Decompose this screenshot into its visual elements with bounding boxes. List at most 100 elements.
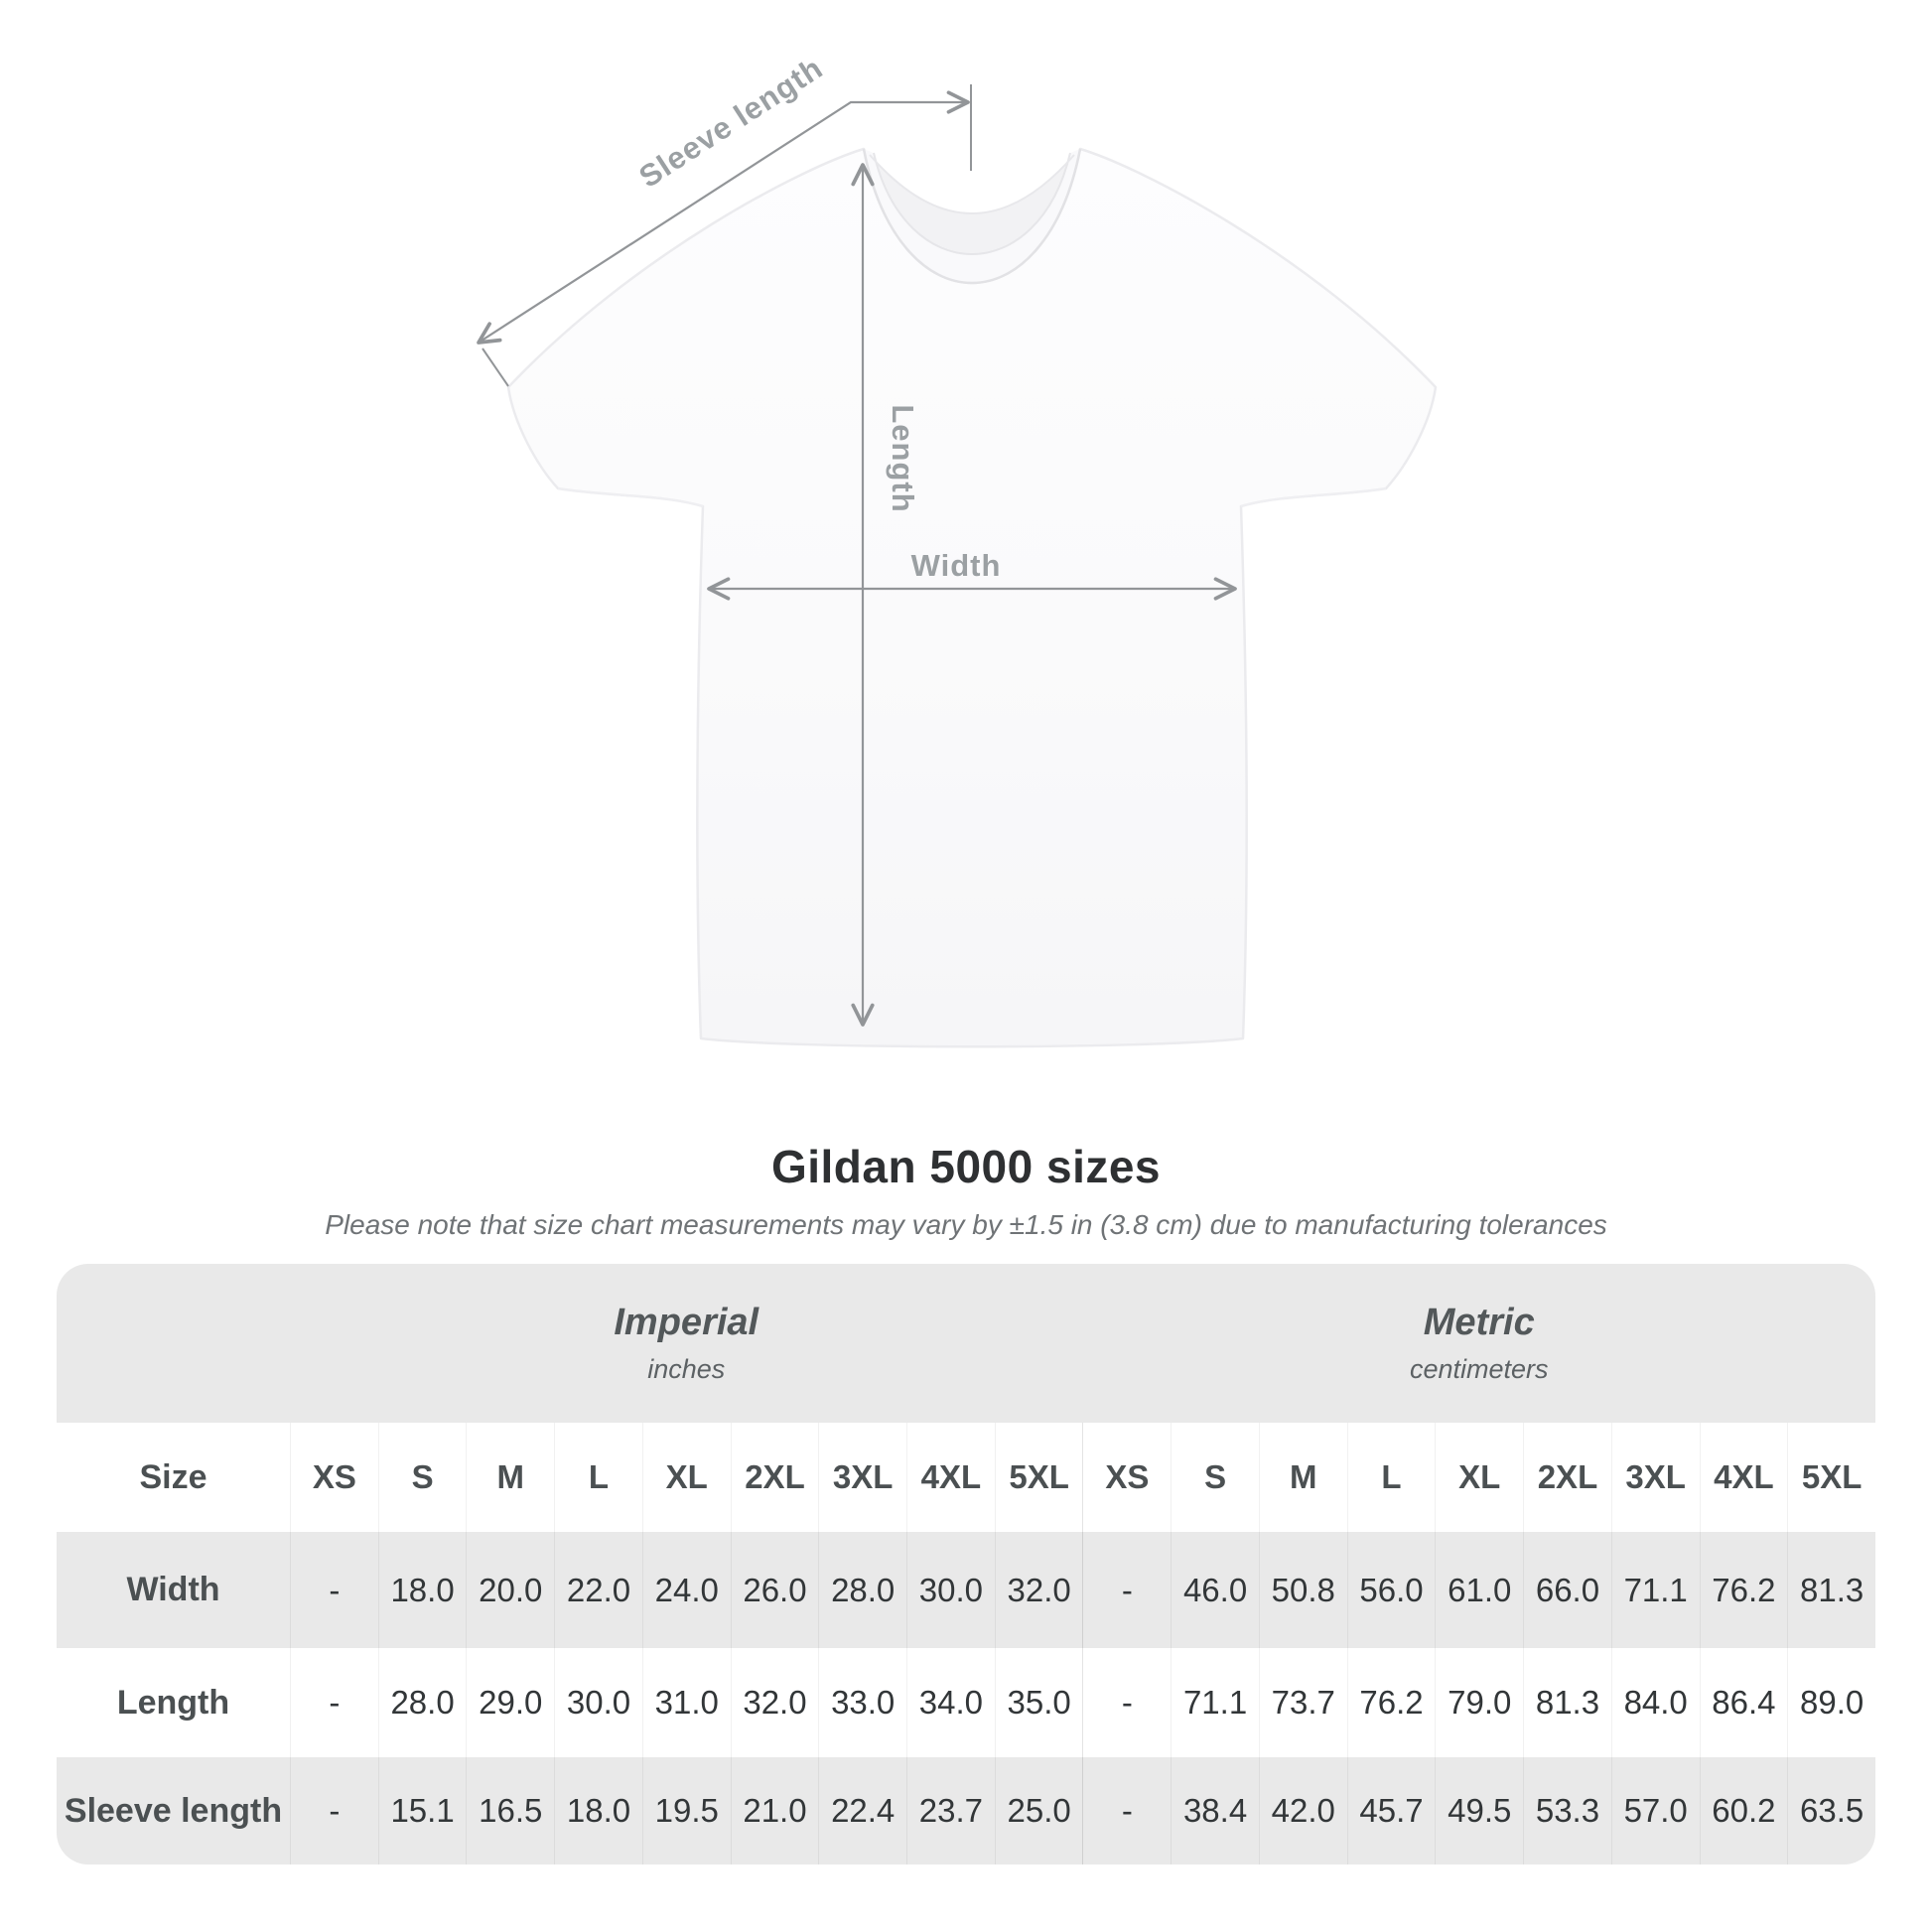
value-cell: 24.0	[641, 1532, 731, 1648]
value-cell: 45.7	[1346, 1757, 1436, 1864]
value-cell: 76.2	[1699, 1532, 1788, 1648]
value-cell: -	[290, 1757, 378, 1864]
value-cell: 79.0	[1435, 1648, 1523, 1757]
value-cell: 22.4	[818, 1757, 906, 1864]
value-cell: -	[290, 1532, 378, 1648]
page-title: Gildan 5000 sizes	[770, 1141, 1162, 1192]
value-cell: 19.5	[641, 1757, 731, 1864]
value-cell: 63.5	[1787, 1757, 1875, 1864]
imperial-label: Imperial	[614, 1302, 759, 1343]
value-cell: 81.3	[1787, 1532, 1875, 1648]
size-header-row: Size XS S M L XL 2XL 3XL 4XL 5XL XS S M L XL 2XL 3XL 4XL 5…	[57, 1423, 1875, 1532]
value-cell: 60.2	[1699, 1757, 1788, 1864]
value-cell: 57.0	[1610, 1757, 1700, 1864]
value-cell: 84.0	[1610, 1648, 1700, 1757]
value-cell: 42.0	[1258, 1757, 1347, 1864]
value-cell: 18.0	[377, 1532, 467, 1648]
metric-label: Metric	[1423, 1302, 1535, 1343]
row-label-cell: Length	[116, 1683, 230, 1722]
value-cell: 76.2	[1346, 1648, 1436, 1757]
imperial-unit-label: inches	[647, 1354, 726, 1384]
value-cell: -	[1082, 1648, 1171, 1757]
value-cell: 46.0	[1171, 1532, 1259, 1648]
size-col-header: 4XL	[1699, 1423, 1788, 1532]
value-cell: 20.0	[466, 1532, 554, 1648]
value-cell: 53.3	[1523, 1757, 1611, 1864]
size-header-label: Size	[139, 1457, 207, 1496]
value-cell: 49.5	[1435, 1757, 1523, 1864]
tolerance-note: Please note that size chart measurements…	[325, 1209, 1607, 1240]
value-cell: 28.0	[377, 1648, 467, 1757]
value-cell: 86.4	[1699, 1648, 1788, 1757]
table-row: Sleeve length -15.1 16.5 18.0 19.5 21.0 22.4 23…	[57, 1757, 1875, 1864]
value-cell: 30.0	[554, 1648, 642, 1757]
row-label-cell: Width	[126, 1571, 220, 1608]
value-cell: 35.0	[994, 1648, 1083, 1757]
value-cell: 89.0	[1787, 1648, 1875, 1757]
table-rows: Size XS S M L XL 2XL 3XL 4XL 5XL XS S M L XL 2XL 3XL 4XL 5…	[57, 1423, 1875, 1864]
size-col-header: 5XL	[1787, 1423, 1875, 1532]
tshirt-measurement-diagram: Sleeve length Length Width	[477, 51, 1438, 1048]
size-col-header: 3XL	[818, 1423, 906, 1532]
size-col-header: XL	[1435, 1423, 1523, 1532]
value-cell: 61.0	[1435, 1532, 1523, 1648]
value-cell: 30.0	[906, 1532, 995, 1648]
value-cell: 16.5	[466, 1757, 554, 1864]
value-cell: 50.8	[1258, 1532, 1347, 1648]
size-table: Imperial inches Metric centimeters Size X…	[57, 1264, 1875, 1864]
value-cell: 25.0	[994, 1757, 1083, 1864]
size-col-header: 5XL	[994, 1423, 1083, 1532]
metric-group-header: Metric centimeters	[1083, 1264, 1876, 1423]
value-cell: 71.1	[1610, 1532, 1700, 1648]
size-col-header: 4XL	[906, 1423, 995, 1532]
size-col-header: XL	[641, 1423, 731, 1532]
size-col-header: 2XL	[1523, 1423, 1611, 1532]
metric-unit-label: centimeters	[1409, 1354, 1549, 1384]
value-cell: 28.0	[818, 1532, 906, 1648]
value-cell: 22.0	[554, 1532, 642, 1648]
size-col-header: M	[1258, 1423, 1347, 1532]
sleeve-length-arrow	[477, 90, 970, 345]
value-cell: 56.0	[1346, 1532, 1436, 1648]
size-col-header: S	[377, 1423, 467, 1532]
value-cell: -	[1082, 1757, 1171, 1864]
size-col-header: 2XL	[730, 1423, 819, 1532]
unit-header-band: Imperial inches Metric centimeters	[57, 1264, 1875, 1423]
value-cell: 33.0	[818, 1648, 906, 1757]
sleeve-leader-line	[482, 347, 509, 387]
value-cell: 73.7	[1258, 1648, 1347, 1757]
size-col-header: M	[466, 1423, 554, 1532]
table-row: Length -28.0 29.0 30.0 31.0 32.0 33.0 34.0 35.0-…	[57, 1648, 1875, 1757]
size-col-header: L	[1346, 1423, 1436, 1532]
value-cell: -	[1082, 1532, 1171, 1648]
value-cell: 81.3	[1523, 1648, 1611, 1757]
value-cell: 38.4	[1171, 1757, 1259, 1864]
value-cell: -	[290, 1648, 378, 1757]
table-row: Width -18.0 20.0 22.0 24.0 26.0 28.0 30.0 32.0-4…	[57, 1532, 1875, 1648]
value-cell: 34.0	[906, 1648, 995, 1757]
value-cell: 32.0	[994, 1532, 1083, 1648]
sleeve-length-label: Sleeve length	[632, 51, 829, 195]
length-label: Length	[886, 404, 920, 512]
value-cell: 18.0	[554, 1757, 642, 1864]
size-col-header: XS	[1082, 1423, 1171, 1532]
imperial-group-header: Imperial inches	[290, 1264, 1083, 1423]
dimension-lines	[477, 84, 1237, 1027]
size-col-header: XS	[290, 1423, 378, 1532]
left-sleeve-seam	[557, 487, 704, 507]
width-label: Width	[911, 548, 1002, 583]
value-cell: 66.0	[1523, 1532, 1611, 1648]
size-col-header: 3XL	[1610, 1423, 1700, 1532]
value-cell: 15.1	[377, 1757, 467, 1864]
value-cell: 21.0	[730, 1757, 819, 1864]
row-label-cell: Sleeve length	[64, 1791, 283, 1830]
title-block: Gildan 5000 sizes Please note that size …	[0, 1140, 1932, 1241]
value-cell: 71.1	[1171, 1648, 1259, 1757]
value-cell: 32.0	[730, 1648, 819, 1757]
value-cell: 26.0	[730, 1532, 819, 1648]
tshirt-illustration	[506, 147, 1438, 1048]
size-col-header: S	[1171, 1423, 1259, 1532]
value-cell: 23.7	[906, 1757, 995, 1864]
size-col-header: L	[554, 1423, 642, 1532]
